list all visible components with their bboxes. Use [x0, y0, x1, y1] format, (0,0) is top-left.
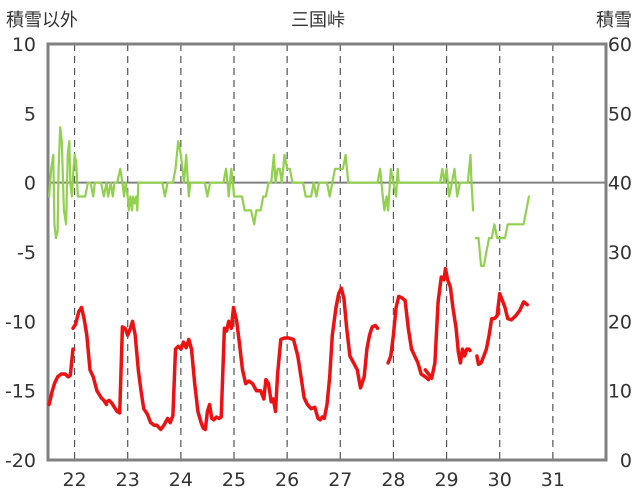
left-axis: 10 5 0 -5 -10 -15 -20: [5, 34, 36, 472]
x-tick-label: 27: [328, 469, 352, 491]
left-tick-label: 10: [12, 34, 36, 56]
right-tick-label: 40: [608, 173, 632, 195]
right-axis: 60 50 40 30 20 10 0: [608, 34, 632, 472]
right-tick-label: 10: [608, 381, 632, 403]
x-tick-label: 29: [434, 469, 458, 491]
right-tick-label: 20: [608, 311, 632, 333]
left-tick-label: -15: [5, 381, 36, 403]
temperature-line: [47, 347, 75, 407]
temperature-line: [104, 286, 380, 432]
right-tick-label: 30: [608, 242, 632, 264]
left-axis-label: 積雪以外: [6, 10, 78, 31]
x-tick-label: 23: [116, 469, 140, 491]
snow_change-line: [47, 126, 475, 240]
left-tick-label: -10: [5, 311, 36, 333]
temperature-line: [475, 291, 530, 367]
snow_change-line: [474, 195, 531, 267]
left-tick-label: 5: [24, 103, 36, 125]
left-tick-label: 0: [24, 173, 36, 195]
right-tick-label: 0: [620, 450, 632, 472]
right-tick-label: 60: [608, 34, 632, 56]
x-tick-label: 24: [169, 469, 193, 491]
right-axis-label: 積雪: [596, 10, 632, 31]
left-tick-label: -20: [5, 450, 36, 472]
temperature-line: [71, 305, 109, 407]
x-tick-label: 22: [62, 469, 86, 491]
grid: [73, 44, 554, 460]
x-axis: 22 23 24 25 26 27 28 29 30 31: [62, 469, 564, 491]
right-tick-label: 50: [608, 103, 632, 125]
temperature-line: [386, 294, 431, 382]
chart-title: 三国峠: [291, 10, 345, 31]
series-layer: [47, 126, 531, 432]
x-tick-label: 25: [222, 469, 246, 491]
left-tick-label: -5: [17, 242, 36, 264]
temperature-line: [423, 266, 472, 380]
x-tick-label: 28: [381, 469, 405, 491]
plot-frame: [46, 42, 608, 462]
x-tick-label: 31: [541, 469, 565, 491]
x-tick-label: 30: [488, 469, 512, 491]
x-tick-label: 26: [275, 469, 299, 491]
